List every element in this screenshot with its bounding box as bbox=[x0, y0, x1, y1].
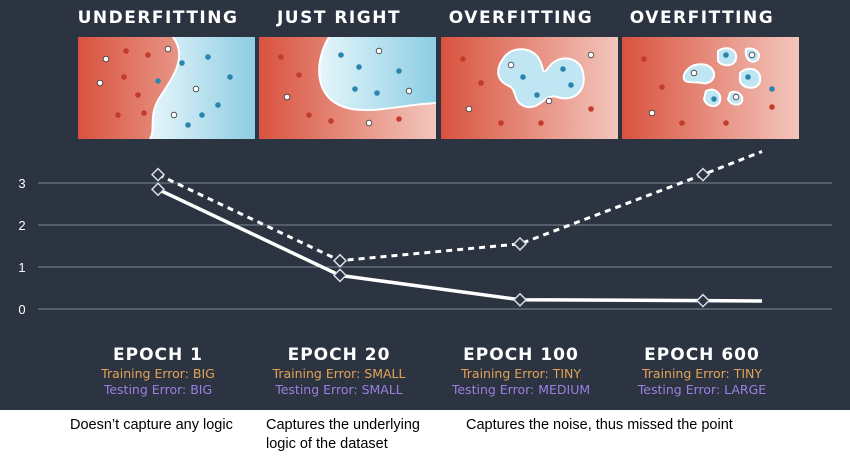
sample-point bbox=[560, 66, 566, 72]
caption-underfitting: Doesn’t capture any logic bbox=[70, 417, 233, 433]
caption-overfitting: Captures the noise, thus missed the poin… bbox=[466, 417, 733, 433]
sample-point bbox=[588, 106, 594, 112]
sample-point bbox=[352, 86, 358, 92]
sample-point bbox=[769, 86, 775, 92]
sample-point bbox=[170, 111, 178, 119]
sample-point bbox=[374, 90, 380, 96]
sample-point bbox=[711, 96, 717, 102]
sample-point bbox=[690, 69, 698, 77]
sample-point bbox=[507, 61, 515, 69]
sample-point bbox=[215, 102, 221, 108]
training-error-line bbox=[157, 187, 763, 303]
sample-point bbox=[155, 78, 161, 84]
sample-point bbox=[648, 109, 656, 117]
sample-point bbox=[659, 84, 665, 90]
sample-point bbox=[732, 93, 740, 101]
sample-point bbox=[328, 118, 334, 124]
sample-point bbox=[396, 116, 402, 122]
stage-title-just-right: JUST RIGHT bbox=[276, 8, 402, 28]
epoch-label: EPOCH 600 bbox=[644, 345, 760, 365]
testing-error-point bbox=[695, 167, 711, 182]
y-tick-label: 1 bbox=[18, 260, 25, 275]
sample-point bbox=[745, 74, 751, 80]
sample-point bbox=[278, 54, 284, 60]
testing-error-line bbox=[157, 150, 763, 263]
sample-point bbox=[102, 55, 110, 63]
training-error-point bbox=[512, 292, 528, 307]
sample-point bbox=[145, 52, 151, 58]
sample-point bbox=[498, 120, 504, 126]
sample-point bbox=[478, 80, 484, 86]
sample-point bbox=[283, 93, 291, 101]
epoch-label: EPOCH 100 bbox=[463, 345, 579, 365]
sample-point bbox=[769, 104, 775, 110]
sample-point bbox=[121, 74, 127, 80]
epoch-block-100: EPOCH 100 Training Error: TINY Testing E… bbox=[431, 344, 611, 398]
sample-point bbox=[375, 47, 383, 55]
sample-point bbox=[96, 79, 104, 87]
testing-error-point bbox=[332, 253, 348, 268]
stage-title-overfitting-2: OVERFITTING bbox=[629, 8, 775, 28]
sample-point bbox=[227, 74, 233, 80]
testing-error-label: Testing Error: LARGE bbox=[637, 382, 767, 397]
sample-point bbox=[338, 52, 344, 58]
epoch-block-20: EPOCH 20 Training Error: SMALL Testing E… bbox=[249, 344, 429, 398]
training-error-label: Training Error: TINY bbox=[641, 366, 763, 381]
sample-point bbox=[538, 120, 544, 126]
testing-error-label: Testing Error: BIG bbox=[103, 382, 213, 397]
epoch-label: EPOCH 20 bbox=[287, 345, 391, 365]
training-error-label: Training Error: TINY bbox=[460, 366, 582, 381]
stage-title-overfitting-1: OVERFITTING bbox=[448, 8, 594, 28]
sample-point bbox=[365, 119, 373, 127]
sample-point bbox=[192, 85, 200, 93]
sample-point bbox=[296, 72, 302, 78]
sample-point bbox=[679, 120, 685, 126]
sample-point bbox=[179, 60, 185, 66]
sample-point bbox=[520, 74, 526, 80]
sample-point bbox=[141, 110, 147, 116]
sample-point bbox=[123, 48, 129, 54]
error-chart: 0 1 2 3 bbox=[18, 45, 832, 317]
sample-point bbox=[396, 68, 402, 74]
sample-point bbox=[306, 112, 312, 118]
sample-point bbox=[465, 105, 473, 113]
epoch-block-600: EPOCH 600 Training Error: TINY Testing E… bbox=[612, 344, 792, 398]
training-error-label: Training Error: SMALL bbox=[272, 366, 406, 381]
sample-point bbox=[115, 112, 121, 118]
sample-point bbox=[723, 52, 729, 58]
training-error-point bbox=[332, 268, 348, 283]
training-error-point bbox=[150, 182, 166, 197]
sample-point bbox=[356, 64, 362, 70]
y-tick-label: 2 bbox=[18, 218, 25, 233]
sample-point bbox=[199, 112, 205, 118]
testing-error-label: Testing Error: MEDIUM bbox=[451, 382, 591, 397]
y-tick-label: 3 bbox=[18, 176, 25, 191]
sample-point bbox=[135, 92, 141, 98]
testing-error-point bbox=[512, 236, 528, 251]
testing-error-point bbox=[150, 167, 166, 182]
epoch-block-1: EPOCH 1 Training Error: BIG Testing Erro… bbox=[68, 344, 248, 398]
sample-point bbox=[723, 120, 729, 126]
sample-point bbox=[748, 51, 756, 59]
sample-point bbox=[545, 97, 553, 105]
training-error-label: Training Error: BIG bbox=[101, 366, 215, 381]
training-error-point bbox=[695, 293, 711, 308]
sample-point bbox=[587, 51, 595, 59]
stage-title-underfitting: UNDERFITTING bbox=[77, 8, 239, 28]
y-tick-label: 0 bbox=[18, 302, 25, 317]
sample-point bbox=[185, 122, 191, 128]
sample-point bbox=[164, 45, 172, 53]
sample-point bbox=[534, 92, 540, 98]
sample-point bbox=[641, 56, 647, 62]
sample-point bbox=[205, 54, 211, 60]
epoch-label: EPOCH 1 bbox=[113, 345, 203, 365]
sample-point bbox=[405, 87, 413, 95]
sample-point bbox=[568, 82, 574, 88]
sample-point bbox=[460, 56, 466, 62]
testing-error-label: Testing Error: SMALL bbox=[275, 382, 403, 397]
caption-just-right: Captures the underlying logic of the dat… bbox=[266, 417, 420, 452]
